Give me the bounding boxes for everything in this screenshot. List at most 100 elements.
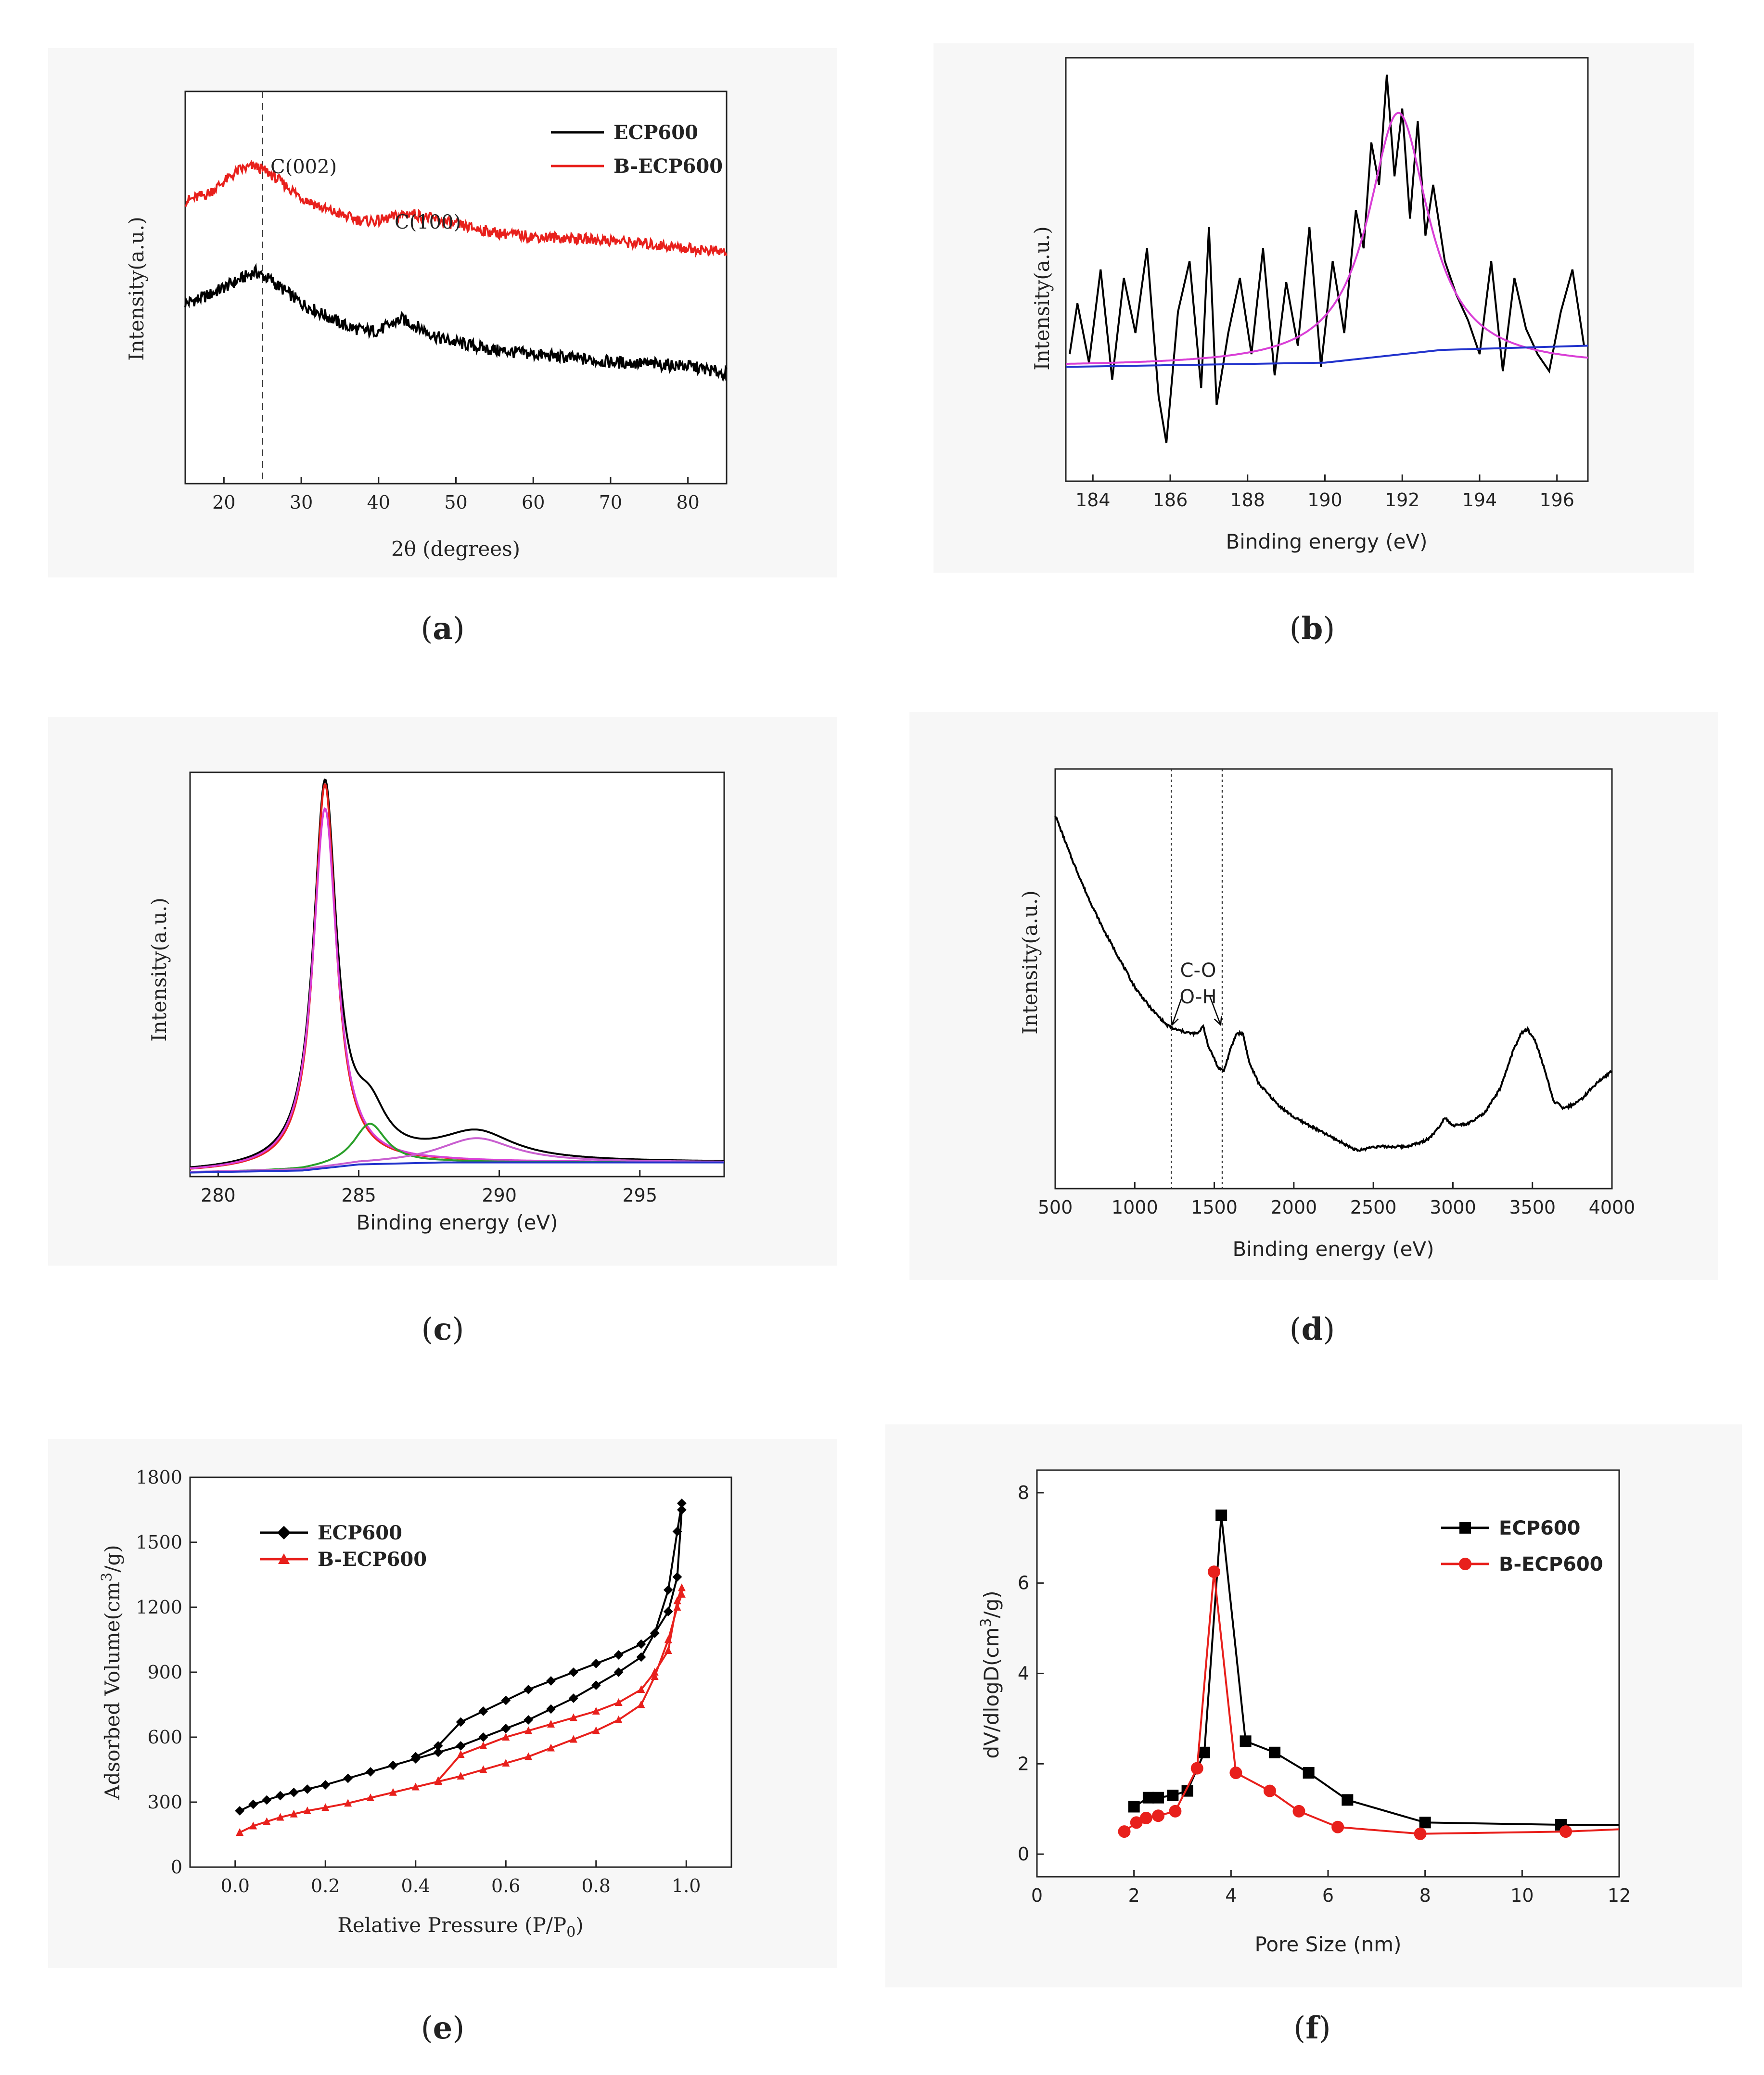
data-point xyxy=(1331,1820,1344,1833)
data-point xyxy=(478,1706,488,1716)
panel-b: 184 186 188 190 192 194 196 Binding energy (eV… xyxy=(933,43,1694,647)
x-tick-label: 6 xyxy=(1322,1885,1334,1906)
data-point xyxy=(456,1741,466,1751)
panel-e-ticks: 0.0 0.2 0.4 0.6 0.8 1.0 0 300 600 900 1200 1500 1800 xyxy=(136,1467,701,1896)
data-point xyxy=(1190,1762,1203,1775)
data-point xyxy=(235,1806,245,1816)
data-point xyxy=(249,1821,257,1830)
annotation-arrow xyxy=(1171,995,1183,1025)
series-spectrum xyxy=(1054,816,1613,1152)
panel-label-b: (b) xyxy=(1290,611,1335,647)
panel-c-series xyxy=(190,778,724,1174)
series-ecp600 xyxy=(184,263,728,383)
data-point xyxy=(663,1585,673,1595)
annotation-c-o: C-O xyxy=(1180,960,1216,982)
data-point xyxy=(591,1659,601,1668)
x-tick-label: 1.0 xyxy=(672,1875,701,1896)
data-point xyxy=(614,1667,624,1677)
y-axis-label: Intensity(a.u.) xyxy=(147,897,171,1042)
panel-label-c: (c) xyxy=(422,1311,464,1347)
data-point xyxy=(1208,1565,1221,1578)
y-tick-label: 8 xyxy=(1018,1482,1029,1503)
data-point xyxy=(321,1803,330,1811)
data-point xyxy=(433,1741,443,1751)
y-axis-label: Intensity(a.u.) xyxy=(125,217,148,361)
data-point xyxy=(411,1782,420,1791)
x-axis-label: Binding energy (eV) xyxy=(1232,1237,1434,1261)
panel-e-plot-area xyxy=(189,1476,732,1868)
data-point xyxy=(677,1590,686,1598)
panel-b-plot-area xyxy=(1065,57,1589,482)
data-point xyxy=(664,1646,672,1654)
data-point xyxy=(1118,1825,1131,1838)
x-tick-label: 184 xyxy=(1075,489,1111,511)
y-tick-label: 300 xyxy=(147,1792,182,1813)
annotation-c002: C(002) xyxy=(270,156,337,178)
data-point xyxy=(479,1765,487,1773)
data-point xyxy=(248,1799,258,1809)
series-fit xyxy=(1066,112,1588,365)
annotation-arrowhead xyxy=(1170,1016,1179,1026)
x-tick-label: 1500 xyxy=(1191,1197,1238,1218)
data-point xyxy=(343,1773,353,1783)
data-point xyxy=(1142,1792,1154,1804)
x-tick-label: 20 xyxy=(212,492,235,513)
annotation-c100: C(100) xyxy=(395,211,461,233)
data-point xyxy=(1130,1816,1143,1829)
data-point xyxy=(1419,1817,1431,1829)
x-tick-label: 60 xyxy=(522,492,545,513)
legend-marker-b-ecp600 xyxy=(278,1553,290,1564)
data-point xyxy=(524,1752,533,1760)
data-point xyxy=(344,1799,352,1807)
x-tick-label: 192 xyxy=(1385,489,1420,511)
x-tick-label: 10 xyxy=(1510,1885,1534,1906)
data-point xyxy=(592,1707,600,1715)
y-axis-label: dV/dlogD(cm3/g) xyxy=(978,1590,1003,1758)
panel-e-series xyxy=(235,1499,687,1836)
data-point xyxy=(479,1742,487,1749)
x-tick-label: 500 xyxy=(1038,1197,1073,1218)
x-tick-label: 3500 xyxy=(1509,1197,1556,1218)
data-point xyxy=(672,1526,682,1537)
panel-e: 0.0 0.2 0.4 0.6 0.8 1.0 0 300 600 900 1200 1500 1800… xyxy=(48,1439,837,2046)
x-tick-label: 8 xyxy=(1419,1885,1431,1906)
panel-d-series xyxy=(1054,816,1613,1152)
data-point xyxy=(546,1704,556,1714)
data-point xyxy=(568,1693,578,1703)
series-baseline xyxy=(190,1161,724,1174)
x-tick-label: 0.8 xyxy=(582,1875,611,1896)
x-tick-label: 188 xyxy=(1230,489,1265,511)
data-point xyxy=(1128,1801,1140,1813)
data-point xyxy=(524,1726,533,1734)
legend-label-b-ecp600: B-ECP600 xyxy=(318,1548,427,1571)
panel-a-legend: ECP600 B-ECP600 xyxy=(551,121,723,178)
data-point xyxy=(389,1788,397,1796)
data-point xyxy=(478,1732,488,1742)
x-axis-label: Binding energy (eV) xyxy=(356,1211,558,1234)
data-point xyxy=(1269,1746,1281,1758)
y-tick-label: 0 xyxy=(1018,1844,1029,1865)
x-tick-label: 30 xyxy=(290,492,313,513)
data-point xyxy=(410,1752,421,1762)
legend-marker-b-ecp600 xyxy=(1459,1558,1471,1570)
panel-b-ticks: 184 186 188 190 192 194 196 xyxy=(1075,474,1574,511)
data-point xyxy=(1264,1784,1276,1797)
data-point xyxy=(276,1813,284,1821)
data-point xyxy=(651,1668,659,1676)
legend-label-ecp600: ECP600 xyxy=(1499,1517,1581,1539)
data-point xyxy=(1169,1805,1182,1818)
series-b-ecp600 xyxy=(184,159,728,258)
panel-f-series xyxy=(1118,1509,1620,1840)
data-point xyxy=(1292,1805,1305,1818)
data-point xyxy=(1414,1827,1427,1840)
data-point xyxy=(1167,1790,1179,1801)
legend-label-b-ecp600: B-ECP600 xyxy=(1499,1553,1603,1575)
data-point xyxy=(677,1583,686,1591)
x-tick-label: 194 xyxy=(1462,489,1497,511)
data-point xyxy=(637,1700,645,1708)
data-point xyxy=(677,1505,687,1515)
data-point xyxy=(303,1806,311,1814)
y-tick-label: 4 xyxy=(1018,1663,1029,1684)
panel-d: 500 1000 1500 2000 2500 3000 3500 4000 C-O O-H … xyxy=(909,712,1718,1347)
